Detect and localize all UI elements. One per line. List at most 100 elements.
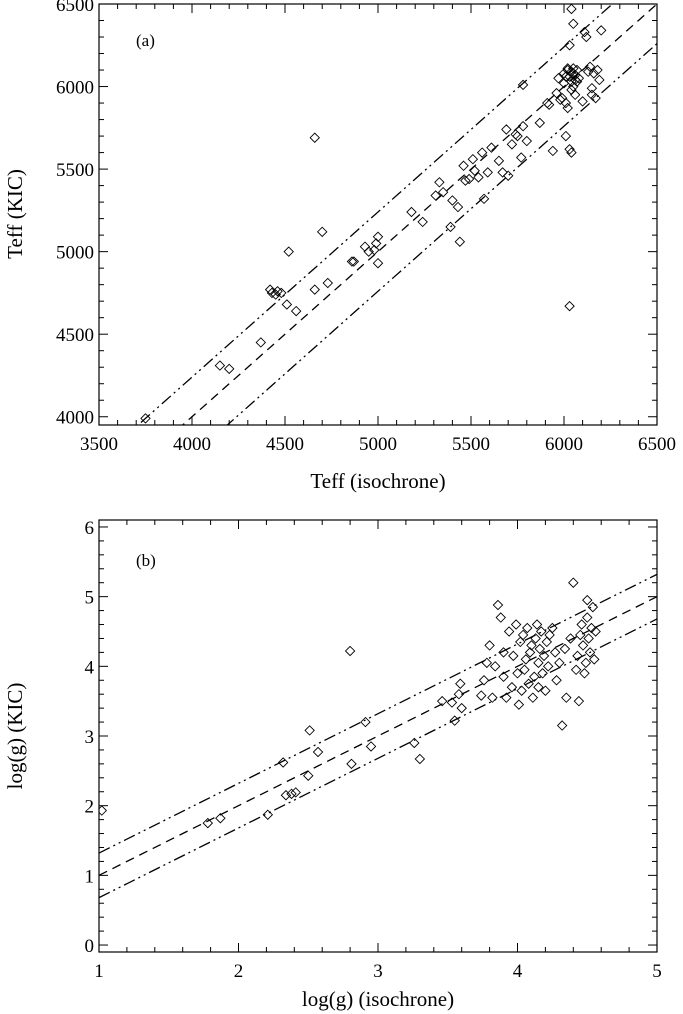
x-tick-label: 4000 (173, 434, 211, 455)
data-point (452, 201, 464, 213)
data-point (270, 289, 281, 300)
data-point (360, 716, 371, 728)
data-point (312, 746, 324, 758)
y-tick-label: 6 (85, 518, 95, 539)
data-point (473, 172, 484, 183)
data-point (449, 715, 460, 726)
data-point (309, 132, 320, 143)
data-point (587, 601, 599, 613)
data-point (572, 650, 583, 662)
y-axis-title-b: log(g) (KIC) (3, 683, 27, 790)
data-point (501, 124, 512, 135)
data-point (521, 135, 533, 147)
data-point (513, 699, 525, 710)
data-point (478, 675, 490, 686)
y-tick-label: 5 (85, 588, 95, 609)
data-point (535, 626, 547, 637)
data-point (584, 647, 596, 658)
data-point (542, 661, 554, 672)
data-point (506, 681, 518, 693)
data-point (264, 284, 276, 295)
data-point (346, 758, 357, 770)
y-axis-title-a: Teff (KIC) (3, 169, 27, 259)
x-tick-label: 5500 (452, 434, 490, 455)
reference-line-upper (99, 573, 657, 854)
data-point (594, 74, 605, 86)
data-point (540, 685, 551, 696)
data-point (417, 216, 428, 228)
x-tick-label: 5 (652, 961, 662, 982)
data-point (582, 594, 593, 606)
plot-frame-a (98, 3, 658, 426)
data-point (538, 650, 550, 662)
y-tick-label: 2 (85, 797, 95, 818)
data-point (512, 130, 523, 142)
data-point (456, 702, 467, 714)
data-point (484, 640, 495, 651)
data-point (534, 643, 546, 655)
reference-line-one-to-one (99, 596, 657, 876)
scatter-points-b (99, 577, 601, 829)
data-point (290, 787, 301, 798)
data-point (547, 145, 559, 157)
data-point (573, 73, 585, 84)
tick-labels-a: 3500 4000 4500 5000 5500 6000 6500 4000 4500 5000… (56, 0, 676, 455)
data-point (543, 99, 555, 110)
data-point (409, 737, 420, 749)
y-tick-label: 6500 (56, 0, 94, 16)
data-point (570, 664, 582, 676)
x-tick-label: 4 (513, 961, 523, 982)
data-point (498, 647, 509, 658)
x-axis-title-a: Teff (isochrone) (310, 469, 445, 493)
data-point (283, 246, 294, 257)
data-point (568, 63, 579, 74)
y-tick-label: 3 (85, 727, 95, 748)
data-point (255, 337, 267, 348)
data-point (560, 71, 572, 82)
data-point (99, 805, 108, 816)
y-tick-label: 5500 (56, 160, 94, 181)
data-point (515, 636, 526, 648)
data-point (531, 619, 543, 630)
data-point (262, 809, 274, 820)
data-point (537, 668, 548, 679)
data-point (544, 629, 555, 641)
data-point (533, 681, 544, 693)
data-point (280, 789, 292, 801)
data-point (530, 633, 541, 644)
data-point (487, 692, 498, 703)
data-point (549, 647, 561, 658)
data-point (577, 640, 589, 651)
data-point (215, 812, 226, 824)
data-point (458, 160, 469, 172)
data-point (482, 167, 493, 178)
data-point (455, 678, 466, 689)
data-point (551, 675, 562, 686)
data-point (475, 690, 487, 701)
data-point (582, 612, 593, 623)
data-point (430, 190, 441, 201)
data-point (214, 360, 226, 371)
data-point (529, 671, 540, 683)
data-point (586, 89, 598, 101)
data-point (502, 170, 514, 181)
data-point (486, 142, 497, 153)
data-point (346, 256, 358, 267)
data-point (348, 256, 360, 267)
x-tick-label: 5000 (359, 434, 397, 455)
data-point (526, 640, 537, 651)
scatter-points-a (140, 4, 607, 424)
data-point (512, 668, 523, 679)
data-point (520, 654, 532, 665)
data-point (527, 692, 539, 703)
data-point (523, 678, 534, 689)
data-point (586, 622, 597, 634)
reference-lines-b (99, 573, 657, 899)
data-point (437, 186, 449, 198)
chart-panel-a: 3500 4000 4500 5000 5500 6000 6500 4000 4500 5000… (3, 0, 676, 493)
data-point (372, 257, 384, 269)
plot-frame-b (98, 519, 658, 953)
data-point (571, 76, 583, 87)
y-tick-label: 6000 (56, 78, 94, 99)
